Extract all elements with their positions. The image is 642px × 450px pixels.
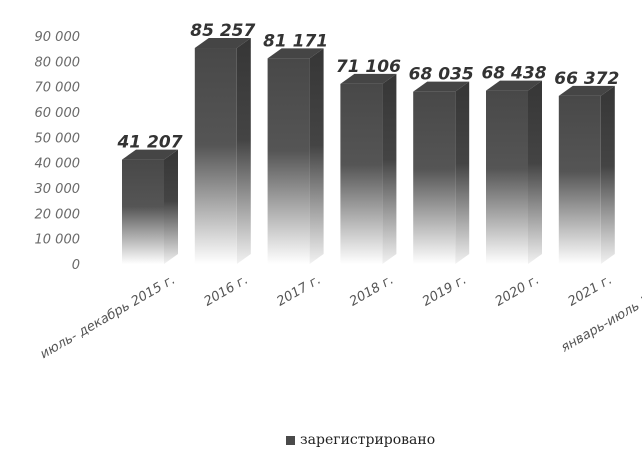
legend-label: зарегистрировано [300,432,436,448]
y-tick-label: 60 000 [35,106,81,121]
bar-front [340,83,383,264]
bar-front [194,48,237,265]
bar [122,149,178,264]
data-labels: 41 207 85 257 81 171 71 106 68 035 68 438 66 3… [116,21,619,153]
bar-side [455,81,470,264]
bar-front [558,95,601,264]
x-tick-label: 2021 г. [566,272,615,309]
bar [413,81,470,264]
y-tick-label: 50 000 [35,131,81,146]
x-tick-label: 2020 г. [493,272,542,309]
y-tick-label: 70 000 [35,81,81,96]
y-tick-label: 20 000 [35,207,81,222]
y-tick-label: 40 000 [35,157,81,172]
y-tick-label: 80 000 [35,55,81,70]
x-tick-label: 2018 г. [347,272,396,309]
bar-side [528,80,542,264]
bar-front [122,159,164,264]
bar-side [382,73,397,264]
legend: зарегистрировано [286,432,435,448]
bar-side [600,85,615,264]
bar-top [122,149,178,160]
bars [122,38,615,265]
bar [267,48,324,265]
bar-top [340,73,397,84]
x-tick-label: июль- декабрь 2015 г. [38,272,178,362]
data-label: 85 257 [190,21,255,41]
y-tick-label: 30 000 [35,182,81,197]
bar [194,38,251,265]
bar-top [413,81,470,92]
data-label: 81 171 [263,31,328,51]
bar-side [236,38,251,265]
legend-swatch [286,435,295,445]
data-label: 66 372 [554,69,619,89]
y-tick-label: 10 000 [35,233,81,248]
y-tick-label: 0 [72,258,80,273]
bar [486,80,542,264]
x-tick-label: 2017 г. [274,272,323,309]
bar-side [164,149,178,264]
x-axis: июль- декабрь 2015 г. 2016 г. 2017 г. 2018 … [38,272,642,362]
y-axis: 0 10 000 20 000 30 000 40 000 50 000 60 000 70 … [35,30,81,273]
bar-top [558,85,615,96]
bar-front [413,91,456,264]
bar-top [486,80,542,91]
y-tick-label: 90 000 [35,30,81,45]
data-label: 68 035 [409,65,474,85]
bar [558,85,615,264]
bar [340,73,397,264]
bar-top [267,48,324,59]
bar-front [267,58,310,265]
bar-front [486,90,528,264]
x-tick-label: 2016 г. [202,272,251,309]
bar-top [194,38,251,49]
data-label: 68 438 [481,64,546,84]
data-label: 71 106 [336,57,401,77]
data-label: 41 207 [116,133,182,153]
x-tick-label: 2019 г. [420,272,469,309]
bar-side [309,48,324,265]
